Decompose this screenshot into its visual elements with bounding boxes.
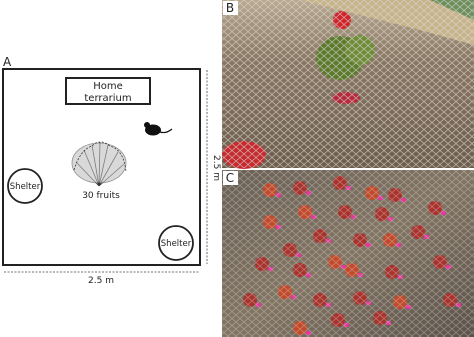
terrarium-box — [65, 77, 151, 105]
panel-label: B — [226, 1, 234, 15]
width-label: 2.5 m — [88, 276, 114, 286]
net — [222, 170, 474, 337]
panel-label: C — [226, 171, 234, 185]
label-box — [223, 1, 238, 15]
shelter — [7, 168, 43, 204]
net — [222, 0, 474, 168]
shelter — [158, 225, 194, 261]
terrarium-label: Home — [93, 81, 123, 92]
label-box — [223, 171, 238, 185]
mouse-icon — [144, 122, 173, 136]
panel-a: A Home terrarium 30 fruits Shelter Shelt… — [2, 55, 221, 286]
fruits-label: 30 fruits — [82, 191, 120, 201]
panel-label: A — [3, 55, 12, 69]
panel-c: C — [222, 170, 474, 337]
panel-b: B — [222, 0, 474, 169]
shelter-label: Shelter — [161, 239, 192, 249]
bush-icon — [71, 141, 127, 187]
shelter-label: Shelter — [10, 182, 41, 192]
terrarium-label: terrarium — [84, 93, 131, 104]
arena — [2, 68, 201, 266]
height-label: 2.5 m — [211, 155, 221, 181]
